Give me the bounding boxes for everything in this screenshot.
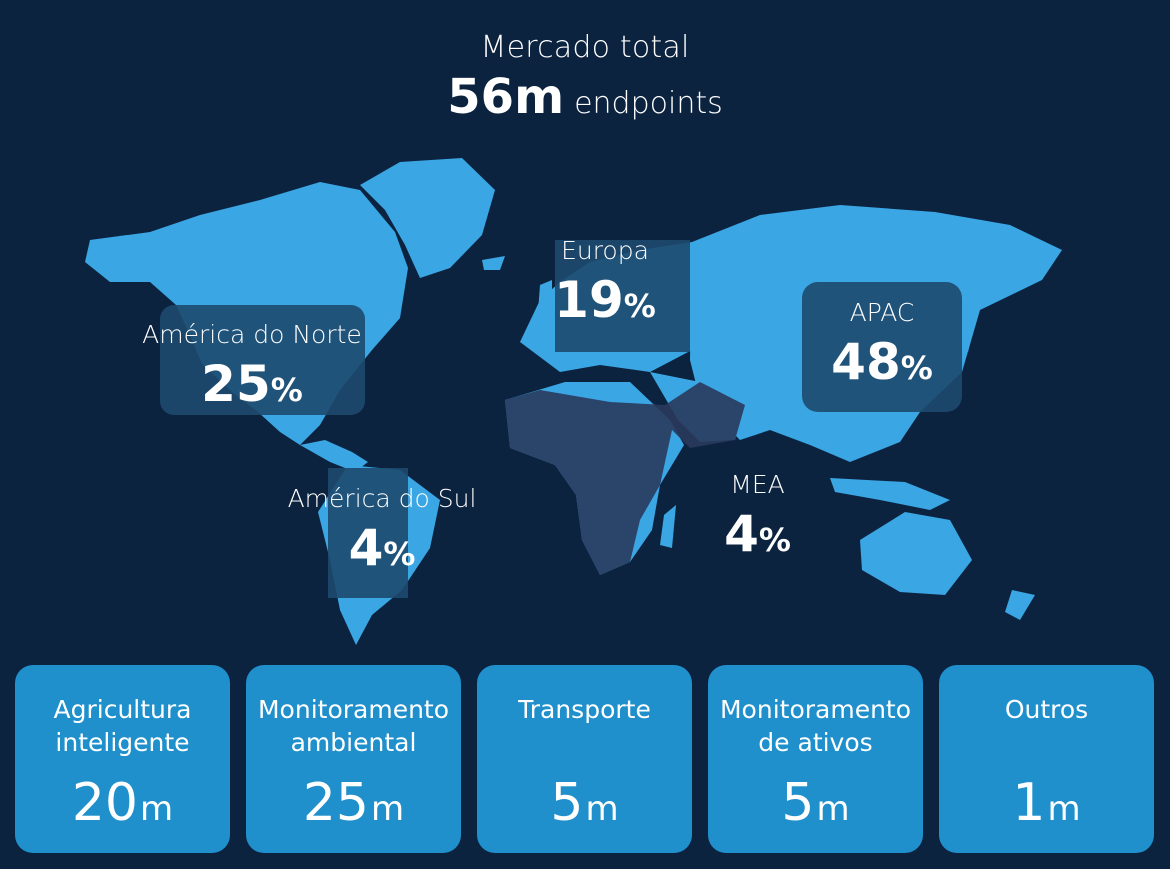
europa-highlight-box xyxy=(555,240,690,352)
card-number: 20 xyxy=(71,773,139,833)
total-unit: endpoints xyxy=(574,86,723,121)
region-value: 48 xyxy=(831,333,901,391)
card-value: 20m xyxy=(15,773,230,833)
apac-highlight-box xyxy=(802,282,962,412)
region-label: América do Sul xyxy=(287,484,477,513)
region-value: 25 xyxy=(201,355,271,413)
card-number: 25 xyxy=(302,773,370,833)
card-unit: m xyxy=(585,789,619,829)
region-label: MEA xyxy=(730,470,785,499)
australia-shape xyxy=(860,512,972,595)
card-monitoramento-de-ativos[interactable]: Monitoramento de ativos 5m xyxy=(708,665,923,853)
region-america-do-norte: América do Norte 25% xyxy=(132,320,372,413)
region-value: 19 xyxy=(554,271,624,329)
card-value: 25m xyxy=(246,773,461,833)
central-america-shape xyxy=(300,440,368,472)
card-label: Monitoramento de ativos xyxy=(719,695,912,757)
total-market: 56m endpoints xyxy=(0,69,1170,125)
card-value: 5m xyxy=(477,773,692,833)
card-monitoramento-ambiental[interactable]: Monitoramento ambiental 25m xyxy=(246,665,461,853)
header: Mercado total 56m endpoints xyxy=(0,30,1170,125)
region-percentage: 25% xyxy=(132,355,372,413)
region-value: 4 xyxy=(724,505,759,563)
card-label: Transporte xyxy=(518,695,651,724)
card-unit: m xyxy=(371,789,405,829)
card-label: Outros xyxy=(1004,695,1089,724)
region-europa: Europa 19% xyxy=(520,236,690,329)
mea-dark-region xyxy=(505,382,745,575)
north-america-highlight-box xyxy=(160,305,365,415)
region-apac: APAC 48% xyxy=(802,298,962,391)
card-outros[interactable]: Outros 1m xyxy=(939,665,1154,853)
greenland-shape xyxy=(360,158,495,278)
card-number: 1 xyxy=(1012,773,1046,833)
region-percentage: 19% xyxy=(520,271,690,329)
region-label: APAC xyxy=(849,298,915,327)
region-unit: % xyxy=(623,287,656,325)
card-value: 5m xyxy=(708,773,923,833)
card-transporte[interactable]: Transporte 5m xyxy=(477,665,692,853)
card-unit: m xyxy=(816,789,850,829)
madagascar-shape xyxy=(660,505,676,548)
card-number: 5 xyxy=(781,773,815,833)
segment-cards: Agricultura inteligente 20m Monitorament… xyxy=(15,665,1155,853)
card-value: 1m xyxy=(939,773,1154,833)
header-title: Mercado total xyxy=(480,30,690,65)
region-unit: % xyxy=(383,535,416,573)
region-percentage: 4% xyxy=(272,519,492,577)
indonesia-shape xyxy=(830,478,950,510)
card-agricultura-inteligente[interactable]: Agricultura inteligente 20m xyxy=(15,665,230,853)
region-unit: % xyxy=(900,349,933,387)
card-label: Agricultura inteligente xyxy=(53,695,192,757)
world-map xyxy=(85,158,1062,645)
total-value: 56m xyxy=(447,69,565,125)
region-unit: % xyxy=(270,371,303,409)
card-unit: m xyxy=(140,789,174,829)
uk-shape xyxy=(538,280,552,315)
south-america-highlight-box xyxy=(328,468,408,598)
card-label: Monitoramento ambiental xyxy=(257,695,450,757)
region-percentage: 48% xyxy=(802,333,962,391)
region-unit: % xyxy=(758,521,791,559)
region-label: Europa xyxy=(561,236,649,265)
region-mea: MEA 4% xyxy=(690,470,825,563)
region-label: América do Norte xyxy=(142,320,362,349)
region-percentage: 4% xyxy=(690,505,825,563)
region-america-do-sul: América do Sul 4% xyxy=(272,484,492,577)
card-number: 5 xyxy=(550,773,584,833)
iceland-shape xyxy=(482,256,505,270)
region-value: 4 xyxy=(348,519,384,577)
card-unit: m xyxy=(1047,789,1081,829)
new-zealand-shape xyxy=(1005,590,1035,620)
